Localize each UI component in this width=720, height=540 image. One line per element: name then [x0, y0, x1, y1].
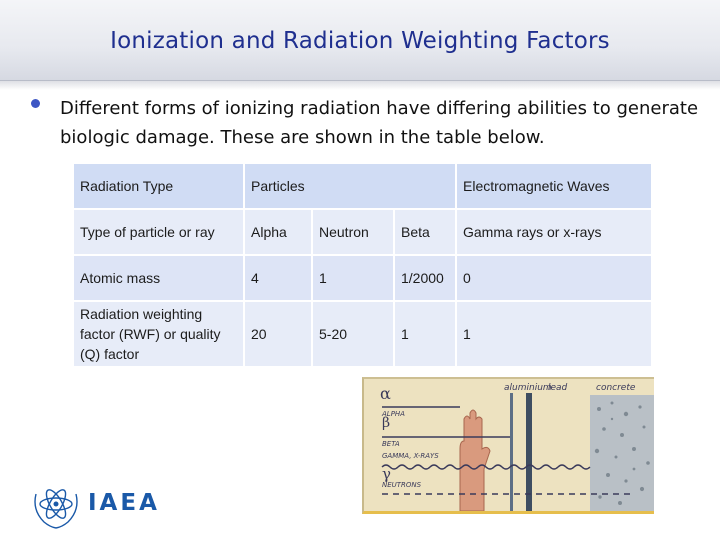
- header-em-waves: Electromagnetic Waves: [457, 164, 651, 208]
- cell-alpha: 4: [245, 256, 311, 300]
- table-header-row: Radiation Type Particles Electromagnetic…: [74, 164, 651, 208]
- cell-neutron: Neutron: [313, 210, 393, 254]
- cell-beta: 1: [395, 302, 455, 366]
- aluminium-label: aluminium: [504, 383, 552, 393]
- cell-beta: Beta: [395, 210, 455, 254]
- cell-alpha: 20: [245, 302, 311, 366]
- row-label: Atomic mass: [74, 256, 243, 300]
- gamma-symbol: γ: [382, 465, 391, 483]
- cell-em: Gamma rays or x-rays: [457, 210, 651, 254]
- bullet-text: Different forms of ionizing radiation ha…: [60, 98, 699, 148]
- lead-label: lead: [548, 383, 568, 393]
- slide-title: Ionization and Radiation Weighting Facto…: [110, 28, 610, 54]
- penetration-diagram: α ALPHA β BETA GAMMA, X-RAYS γ NEUTRONS …: [362, 377, 654, 514]
- cell-em: 1: [457, 302, 651, 366]
- header-radiation-type: Radiation Type: [74, 164, 243, 208]
- iaea-emblem-icon: [34, 489, 78, 529]
- table-row: Radiation weighting factor (RWF) or qual…: [74, 302, 651, 366]
- table-row: Type of particle or ray Alpha Neutron Be…: [74, 210, 651, 254]
- row-label: Type of particle or ray: [74, 210, 243, 254]
- cell-em: 0: [457, 256, 651, 300]
- beta-label: BETA: [382, 440, 400, 448]
- hand-shape: [459, 409, 491, 511]
- cell-alpha: Alpha: [245, 210, 311, 254]
- penetration-illustration: α ALPHA β BETA GAMMA, X-RAYS γ NEUTRONS …: [380, 383, 654, 511]
- title-shadow: [0, 80, 720, 90]
- gamma-label: GAMMA, X-RAYS: [382, 452, 439, 460]
- header-particles: Particles: [245, 164, 455, 208]
- radiation-table: Radiation Type Particles Electromagnetic…: [72, 162, 653, 368]
- title-band: [0, 0, 720, 81]
- aluminium-sheet: [510, 393, 513, 511]
- bullet-dot: [31, 99, 40, 108]
- row-label: Radiation weighting factor (RWF) or qual…: [74, 302, 243, 366]
- gamma-ray: [381, 464, 591, 470]
- concrete-block: [590, 395, 654, 511]
- cell-neutron: 5-20: [313, 302, 393, 366]
- concrete-texture: [594, 401, 650, 505]
- cell-beta: 1/2000: [395, 256, 455, 300]
- table-row: Atomic mass 4 1 1/2000 0: [74, 256, 651, 300]
- cell-neutron: 1: [313, 256, 393, 300]
- lead-sheet: [526, 393, 532, 511]
- alpha-symbol: α: [380, 384, 391, 403]
- concrete-label: concrete: [596, 383, 636, 393]
- alpha-label: ALPHA: [381, 410, 405, 418]
- iaea-logo-text: IAEA: [88, 490, 160, 516]
- beta-symbol: β: [382, 415, 390, 431]
- neutrons-label: NEUTRONS: [382, 481, 422, 489]
